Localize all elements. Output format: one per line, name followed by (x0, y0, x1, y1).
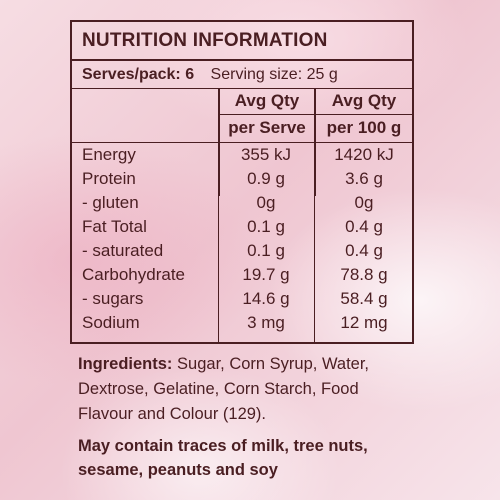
serves-divider (72, 88, 412, 89)
nutrient-per-serve: 0g (256, 193, 276, 212)
serving-size-label: Serving size: (210, 66, 303, 83)
nutrient-per-serve: 0.1 g (247, 241, 285, 260)
nutrient-per-serve: 355 kJ (240, 145, 292, 164)
nutrient-row-protein: Protein 0.9 g 3.6 g (72, 169, 412, 193)
nutrient-label: Energy (82, 145, 136, 164)
serves-value: 6 (185, 66, 195, 83)
nutrient-per-100g: 12 mg (340, 313, 388, 332)
panel-title: NUTRITION INFORMATION (82, 30, 328, 51)
nutrient-per-100g: 0.4 g (345, 241, 383, 260)
ingredients-statement: Ingredients: Sugar, Corn Syrup, Water, D… (78, 352, 418, 427)
column-header-per-100g-line2: per 100 g (326, 118, 402, 137)
nutrient-per-serve: 3 mg (247, 313, 285, 332)
body-divider-left (218, 143, 219, 342)
nutrition-information-panel: NUTRITION INFORMATION Serves/pack: 6 Ser… (70, 20, 414, 344)
serving-size-value: 25 g (306, 66, 338, 83)
nutrient-row-saturated: - saturated 0.1 g 0.4 g (72, 241, 412, 265)
nutrient-label: - sugars (82, 289, 144, 308)
serves-line: Serves/pack: 6 Serving size: 25 g (82, 66, 338, 84)
nutrient-per-100g: 1420 kJ (334, 145, 394, 164)
nutrient-row-sodium: Sodium 3 mg 12 mg (72, 313, 412, 337)
nutrient-label: Sodium (82, 313, 140, 332)
header-mid-divider (218, 114, 412, 115)
nutrient-label: Fat Total (82, 217, 147, 236)
allergen-statement: May contain traces of milk, tree nuts, s… (78, 437, 368, 479)
ingredients-label: Ingredients: (78, 355, 173, 373)
nutrient-per-100g: 78.8 g (340, 265, 388, 284)
nutrient-label: Carbohydrate (82, 265, 186, 284)
serves-label: Serves/pack: (82, 66, 181, 83)
ingredients-text: Sugar, Corn Syrup, Water, Dextrose, Gela… (78, 355, 370, 423)
nutrient-per-serve: 14.6 g (242, 289, 290, 308)
title-divider (72, 59, 412, 61)
nutrient-label: - saturated (82, 241, 164, 260)
nutrient-row-energy: Energy 355 kJ 1420 kJ (72, 145, 412, 169)
column-header-per-100g-line1: Avg Qty (331, 91, 397, 110)
nutrient-per-serve: 0.9 g (247, 169, 285, 188)
column-header-per-serve-line1: Avg Qty (234, 91, 300, 110)
nutrient-row-sugars: - sugars 14.6 g 58.4 g (72, 289, 412, 313)
column-header-per-serve-line2: per Serve (228, 118, 306, 137)
nutrient-per-100g: 0.4 g (345, 217, 383, 236)
nutrient-label: Protein (82, 169, 136, 188)
nutrient-row-fat-total: Fat Total 0.1 g 0.4 g (72, 217, 412, 241)
nutrient-per-100g: 3.6 g (345, 169, 383, 188)
nutrient-per-100g: 58.4 g (340, 289, 388, 308)
nutrient-row-carbohydrate: Carbohydrate 19.7 g 78.8 g (72, 265, 412, 289)
nutrient-per-serve: 19.7 g (242, 265, 290, 284)
nutrient-row-gluten: - gluten 0g 0g (72, 193, 412, 217)
body-divider-right (314, 143, 315, 342)
header-bottom-divider (72, 142, 412, 143)
nutrient-label: - gluten (82, 193, 139, 212)
nutrient-per-serve: 0.1 g (247, 217, 285, 236)
nutrient-per-100g: 0g (354, 193, 374, 212)
